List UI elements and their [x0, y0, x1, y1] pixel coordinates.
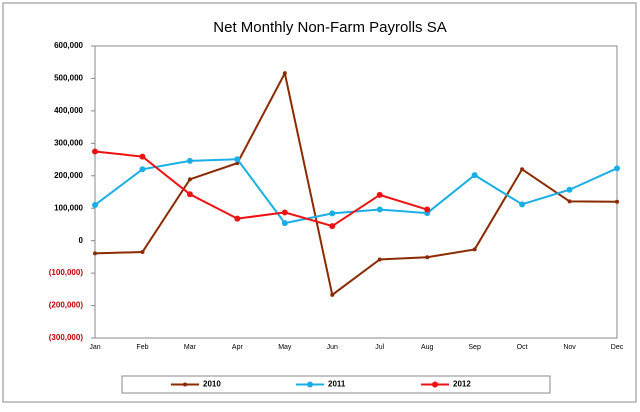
point: [281, 209, 288, 216]
x-tick-label: May: [278, 344, 292, 351]
point: [140, 250, 145, 255]
x-tick-label: Jun: [327, 344, 338, 351]
point: [472, 247, 477, 252]
point: [186, 157, 193, 164]
x-tick-label: Jul: [375, 344, 384, 351]
x-tick-label: Feb: [136, 344, 148, 351]
y-tick-label: (100,000): [49, 268, 84, 277]
point: [186, 191, 193, 198]
series-line: [94, 70, 618, 297]
point: [92, 201, 98, 208]
y-tick-label: 600,000: [54, 41, 83, 50]
point: [614, 165, 620, 172]
legend-label: 2011: [328, 380, 346, 389]
plot-area: [94, 45, 618, 339]
y-tick-label: 100,000: [54, 203, 83, 212]
x-tick-label: Aug: [421, 344, 434, 351]
legend-label: 2010: [203, 380, 221, 389]
y-tick-label: 400,000: [54, 106, 83, 115]
series-line: [94, 150, 428, 228]
point: [519, 201, 526, 208]
point: [234, 215, 241, 222]
x-tick-label: Apr: [232, 344, 244, 351]
point: [281, 220, 288, 227]
chart-title: Net Monthly Non-Farm Payrolls SA: [213, 19, 446, 36]
point: [93, 251, 97, 256]
y-tick-label: 0: [79, 236, 84, 245]
point: [520, 167, 525, 172]
point: [234, 156, 241, 163]
point: [187, 177, 192, 182]
point: [329, 223, 336, 230]
y-tick-label: (300,000): [49, 333, 84, 342]
legend-marker: [307, 381, 313, 388]
x-tick-label: Mar: [184, 344, 197, 351]
legend-marker: [432, 381, 438, 388]
point: [139, 166, 146, 173]
y-tick-label: 200,000: [54, 171, 83, 180]
point: [567, 199, 572, 204]
legend-marker: [183, 382, 187, 387]
point: [329, 210, 336, 217]
point: [471, 172, 478, 179]
point: [330, 292, 335, 297]
point: [566, 186, 573, 193]
point: [377, 257, 382, 262]
y-tick-label: (200,000): [49, 301, 84, 310]
point: [425, 255, 430, 260]
point: [376, 191, 383, 198]
x-tick-label: Oct: [517, 344, 528, 351]
point: [376, 206, 383, 213]
point: [424, 206, 431, 213]
y-tick-label: 300,000: [54, 138, 83, 147]
y-tick-label: 500,000: [54, 74, 83, 83]
x-tick-label: Jan: [89, 344, 100, 351]
point: [615, 199, 619, 204]
x-tick-label: Dec: [611, 344, 624, 351]
point: [92, 148, 98, 155]
point: [282, 71, 287, 76]
x-tick-label: Nov: [563, 344, 576, 351]
legend-label: 2012: [453, 380, 471, 389]
point: [139, 153, 146, 160]
legend-box: [121, 375, 551, 394]
x-tick-label: Sep: [468, 344, 481, 351]
